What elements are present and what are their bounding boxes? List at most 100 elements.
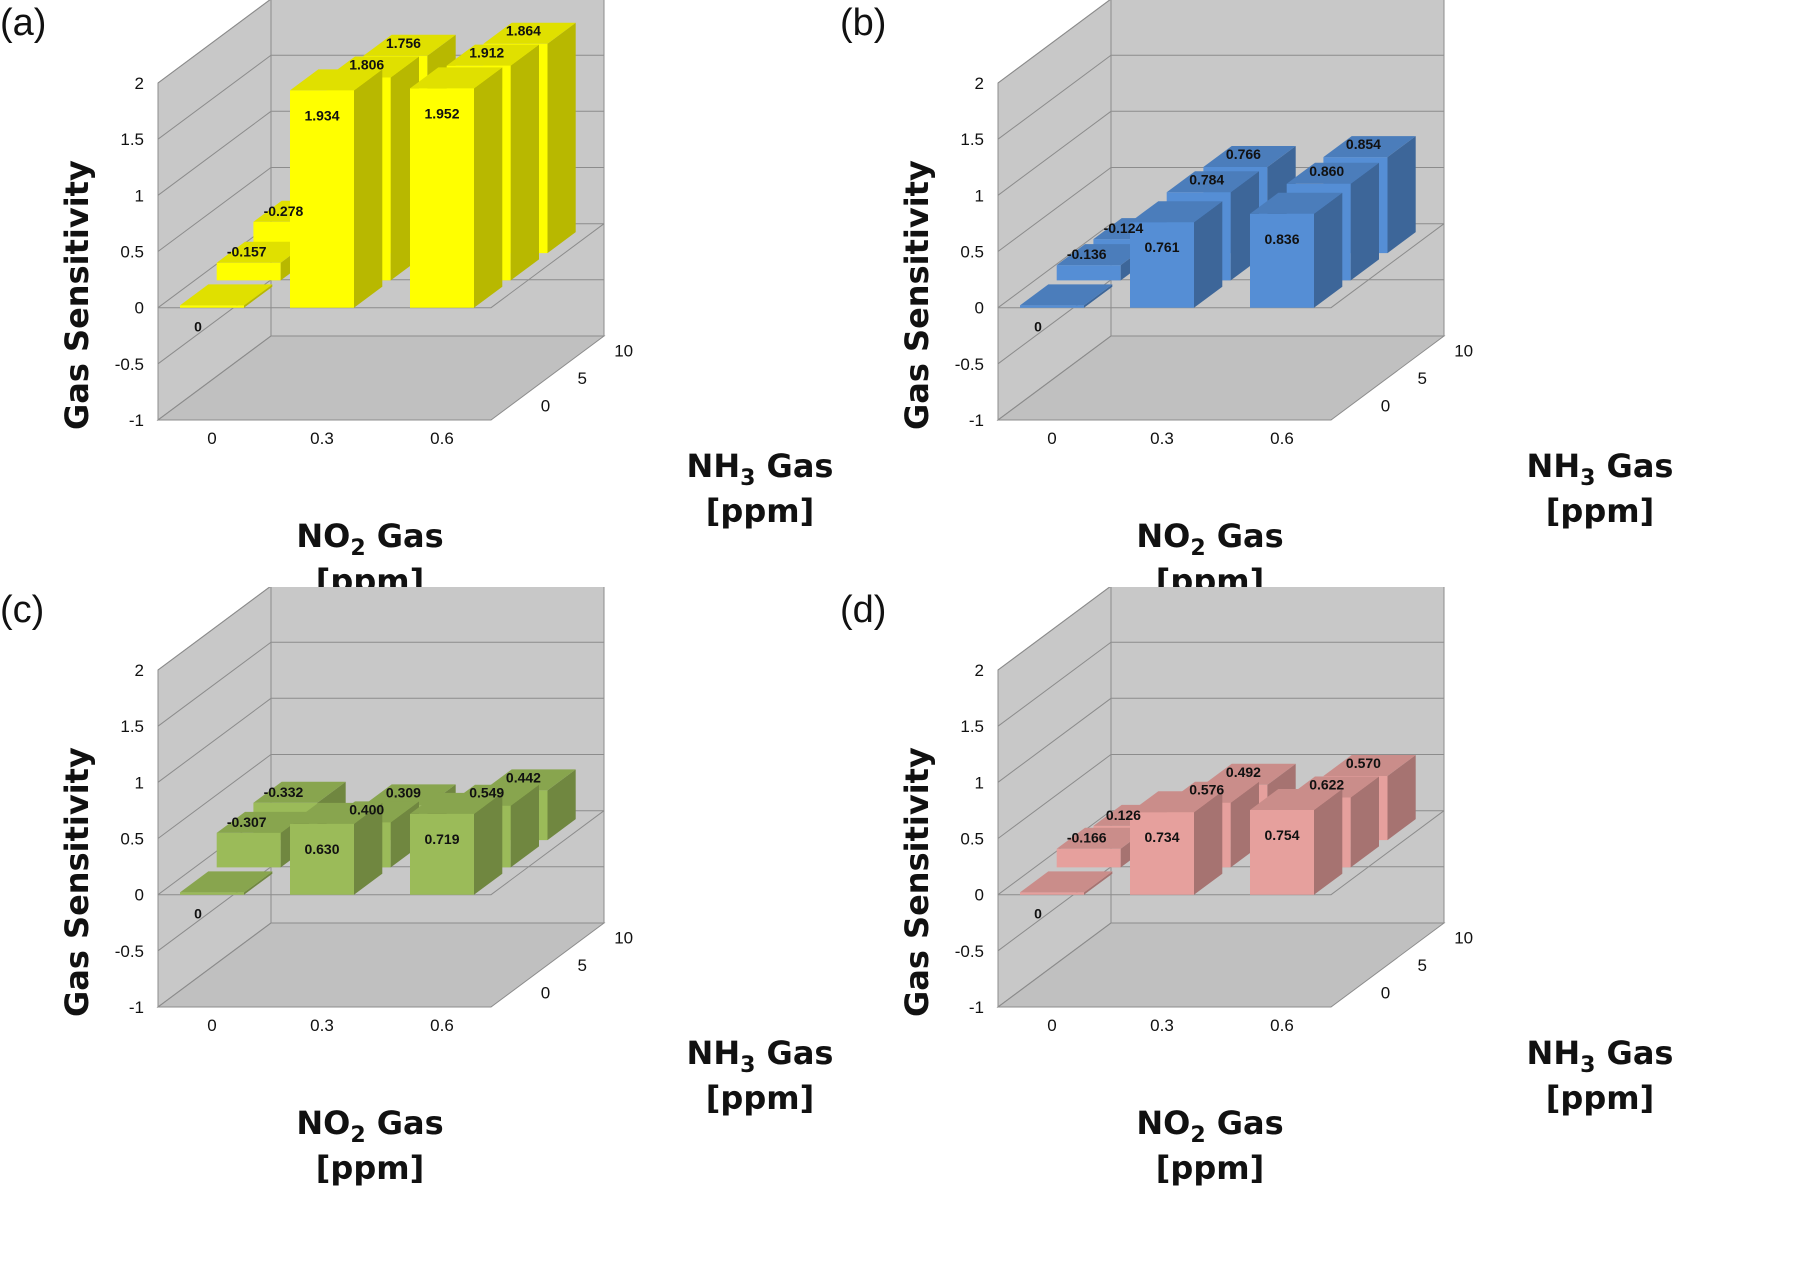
y-tick-label: 0.5: [120, 243, 144, 262]
data-label: 0.836: [1264, 231, 1299, 247]
bar: [410, 792, 503, 895]
z-tick-labels: 0 5 10: [1381, 342, 1473, 416]
bar-side: [1387, 755, 1416, 841]
bar-side: [510, 44, 539, 281]
bar-top: [483, 22, 576, 44]
bars: [180, 769, 576, 895]
x-axis-label-main: NO: [1136, 1104, 1191, 1142]
bar-side: [1350, 162, 1379, 281]
bar-top: [410, 792, 503, 814]
x-tick-label: 0.6: [1270, 1016, 1294, 1035]
y-tick-labels: 2 1.5 1 0.5 0 -0.5 -1: [115, 74, 144, 430]
gridline: [997, 754, 1444, 839]
x-tick-label: 0: [1047, 1016, 1056, 1035]
panel-label: (c): [0, 589, 45, 631]
y-tick-label: 0: [975, 886, 984, 905]
bar-side: [474, 792, 503, 895]
z-tick-label: 5: [1418, 956, 1427, 975]
gridline: [997, 0, 1111, 84]
bar-front: [180, 892, 244, 895]
y-tick-label: -0.5: [115, 942, 144, 961]
data-labels: -0.332 0.309 0.442 -0.307 0.400 0.549 0 0.630 0.…: [194, 769, 541, 921]
bar-front: [1250, 810, 1314, 895]
gridline: [157, 697, 604, 783]
data-label: 0.126: [1106, 807, 1141, 823]
bar-side: [547, 769, 576, 841]
data-label: 0.860: [1309, 163, 1344, 179]
bar-top: [1286, 162, 1379, 184]
data-labels: -0.124 0.766 0.854 -0.136 0.784 0.860 0 0.761 0.…: [1034, 136, 1381, 335]
z-axis-label-unit: [ppm]: [1545, 492, 1655, 530]
x-tick-labels: 0 0.3 0.6: [207, 1016, 454, 1035]
x-tick-label: 0.6: [1270, 429, 1294, 448]
bars: [1020, 136, 1416, 308]
y-tick-label: 0: [135, 886, 144, 905]
bar-front: [410, 813, 474, 895]
gridline: [997, 110, 1444, 196]
z-axis-label-rest: Gas: [1595, 1034, 1674, 1072]
data-label: 0.719: [424, 831, 459, 847]
y-tick-label: -1: [969, 998, 984, 1017]
z-axis-label-rest: Gas: [755, 447, 834, 485]
chart-svg-a: 21.510.50-0.5-10 0.3 0.60510-0.2781.7561.8…: [115, 0, 633, 448]
bar-top: [1020, 284, 1113, 306]
y-tick-label: 0: [975, 299, 984, 318]
bars: [1020, 755, 1416, 895]
z-axis-label-unit: [ppm]: [705, 492, 815, 530]
z-axis-label-rest: Gas: [1595, 447, 1674, 485]
z-tick-label: 5: [578, 956, 587, 975]
gridline: [157, 335, 604, 421]
z-tick-label: 10: [1454, 929, 1473, 948]
bar-front: [290, 90, 354, 308]
y-tick-label: -0.5: [955, 355, 984, 374]
bar-top: [290, 802, 383, 824]
y-tick-label: 1.5: [120, 717, 144, 736]
z-tick-label: 10: [614, 929, 633, 948]
zero-plane-edge: [158, 810, 605, 896]
bar-front: [1020, 892, 1084, 895]
y-tick-labels: 2 1.5 1 0.5 0 -0.5 -1: [115, 661, 144, 1017]
bar-side: [510, 784, 539, 868]
y-tick-label: 0: [135, 299, 144, 318]
bar-top: [1323, 755, 1416, 776]
data-label: -0.278: [264, 203, 304, 219]
gridline: [157, 587, 271, 671]
data-label: 0.400: [349, 801, 384, 817]
z-axis-label: NH3 Gas [ppm]: [1500, 1033, 1700, 1118]
bar-front: [1020, 305, 1084, 308]
bar-side: [354, 69, 383, 308]
z-axis-label-unit: [ppm]: [705, 1079, 815, 1117]
x-axis-label-unit: [ppm]: [315, 1149, 425, 1187]
chart-panel-c: 2 1.5 1 0.5 0 -0.5 -1 0 0.3 0.6 0 5 10 -0.332 0.309 0.4…: [0, 587, 898, 1228]
y-tick-label: 0.5: [960, 243, 984, 262]
bar-top: [1056, 244, 1149, 266]
y-tick-label: -0.5: [955, 942, 984, 961]
z-axis-label-sub: 3: [740, 1053, 756, 1078]
data-label: -0.332: [264, 784, 304, 800]
y-tick-label: 1: [135, 773, 144, 792]
bar-top: [180, 284, 273, 306]
gridline: [157, 754, 604, 839]
x-tick-labels: 0 0.3 0.6: [1047, 1016, 1294, 1035]
data-label: 1.934: [304, 107, 339, 123]
data-label: -0.166: [1067, 830, 1107, 846]
x-tick-label: 0.3: [1150, 1016, 1174, 1035]
bar-side: [354, 802, 383, 895]
bar-side: [244, 871, 273, 895]
bar-top: [216, 811, 309, 833]
data-label: 0.309: [386, 784, 421, 800]
panel-label: (b): [840, 2, 887, 44]
data-label: 0.754: [1264, 827, 1299, 843]
z-axis-label-rest: Gas: [755, 1034, 834, 1072]
data-label: 0.442: [506, 769, 541, 785]
data-label: -0.157: [227, 244, 267, 260]
gridline: [157, 641, 604, 727]
data-labels: -0.278 1.756 1.864 -0.157 1.806 1.912 0 1.934 1.…: [194, 23, 541, 335]
bar-top: [1250, 192, 1343, 214]
x-axis-label-main: NO: [296, 517, 351, 555]
chart-panel-a: 2 1.5 1 0.5 0 -0.5 -1 0 0.3 0.6 0 5 10 -0.278 1.756 1.8…: [0, 0, 898, 641]
x-axis-label-rest: Gas: [1205, 1104, 1284, 1142]
data-label: -0.124: [1104, 220, 1144, 236]
bar-side: [474, 67, 503, 308]
